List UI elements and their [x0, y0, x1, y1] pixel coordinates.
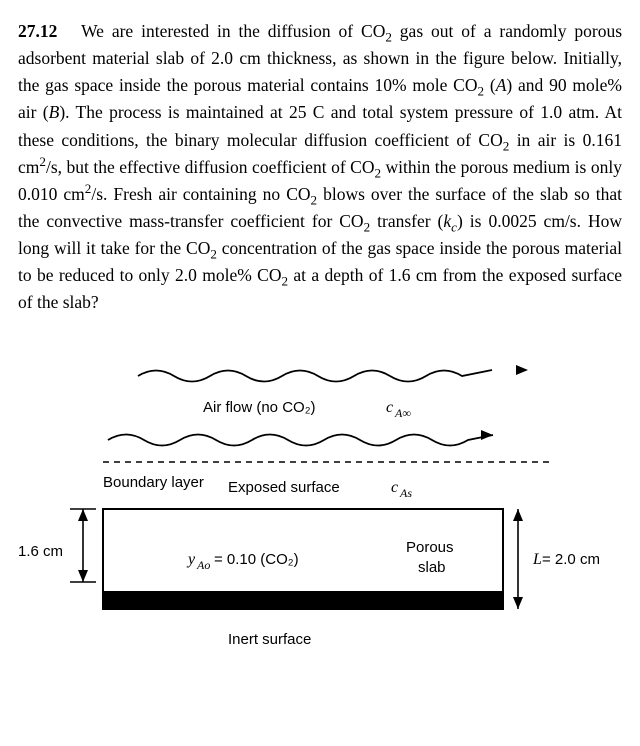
- svg-text:= 0.10 (CO₂): = 0.10 (CO₂): [214, 551, 299, 568]
- svg-text:c: c: [386, 399, 393, 416]
- c-a-s: c As: [391, 479, 412, 500]
- depth-dimension: 1.6 cm: [18, 509, 96, 582]
- svg-text:= 2.0 cm: = 2.0 cm: [542, 551, 600, 568]
- airflow-label: Air flow (no CO₂): [203, 399, 316, 416]
- svg-text:A∞: A∞: [394, 406, 411, 420]
- problem-body: We are interested in the diffusion of CO…: [18, 21, 622, 312]
- c-a-infinity: c A∞: [386, 399, 411, 420]
- svg-text:1.6 cm: 1.6 cm: [18, 543, 63, 560]
- svg-text:L: L: [532, 551, 542, 568]
- airflow-arrowhead-bottom: [481, 430, 493, 440]
- inert-surface-bar: [103, 591, 503, 609]
- svg-text:As: As: [399, 486, 412, 500]
- exposed-surface-label: Exposed surface: [228, 479, 340, 496]
- airflow-wave-bottom: [108, 435, 493, 446]
- inert-surface-label: Inert surface: [228, 631, 311, 648]
- diffusion-figure: Air flow (no CO₂) c A∞ Boundary layer Ex…: [18, 354, 622, 674]
- airflow-arrowhead-top: [516, 365, 528, 375]
- problem-number: 27.12: [18, 21, 57, 41]
- svg-text:c: c: [391, 479, 398, 496]
- problem-text: 27.12 We are interested in the diffusion…: [18, 18, 622, 316]
- thickness-dimension: L = 2.0 cm: [513, 509, 600, 609]
- airflow-wave-top: [138, 370, 492, 382]
- boundary-layer-label: Boundary layer: [103, 474, 204, 491]
- porous-label-2: slab: [418, 559, 446, 576]
- svg-text:Ao: Ao: [196, 558, 210, 572]
- svg-text:y: y: [186, 551, 196, 568]
- porous-label-1: Porous: [406, 539, 454, 556]
